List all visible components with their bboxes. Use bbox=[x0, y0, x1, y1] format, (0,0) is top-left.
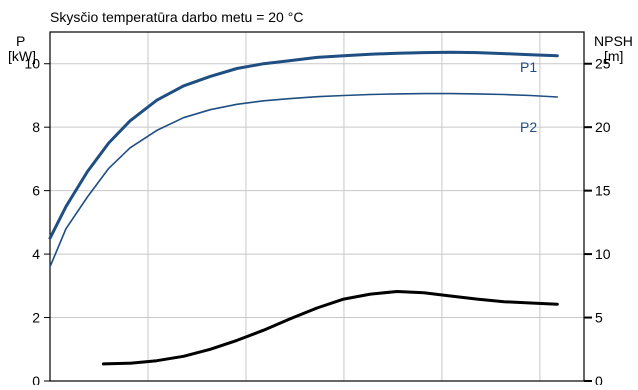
right-axis-label-line1: NPSH bbox=[594, 33, 633, 49]
series-label-p1: P1 bbox=[520, 59, 537, 75]
right-tick-label: 25 bbox=[595, 56, 611, 72]
plot-frame bbox=[49, 31, 585, 382]
chart-title: Skysčio temperatūra darbo metu = 20 °C bbox=[50, 9, 303, 25]
series-p2-line bbox=[49, 92, 559, 268]
series-label-p2: P2 bbox=[520, 119, 537, 135]
right-tick-label: 15 bbox=[595, 183, 611, 199]
grid bbox=[50, 32, 584, 381]
right-tick-label: 20 bbox=[595, 119, 611, 135]
right-axis-label-line2: [m] bbox=[604, 48, 623, 64]
left-axis-label-line1: P bbox=[16, 33, 25, 49]
right-tick-label: 0 bbox=[595, 373, 603, 385]
left-tick-label: 2 bbox=[32, 310, 40, 326]
left-tick-label: 4 bbox=[32, 246, 40, 262]
right-tick-label: 10 bbox=[595, 246, 611, 262]
series-p1-line bbox=[48, 50, 559, 240]
right-tick-label: 5 bbox=[595, 310, 603, 326]
left-tick-label: 8 bbox=[32, 119, 40, 135]
series-npsh-line bbox=[101, 290, 559, 366]
left-tick-label: 0 bbox=[32, 373, 40, 385]
left-tick-label: 10 bbox=[24, 56, 40, 72]
left-axis-label-line2: [kW] bbox=[8, 48, 36, 64]
left-tick-label: 6 bbox=[32, 183, 40, 199]
